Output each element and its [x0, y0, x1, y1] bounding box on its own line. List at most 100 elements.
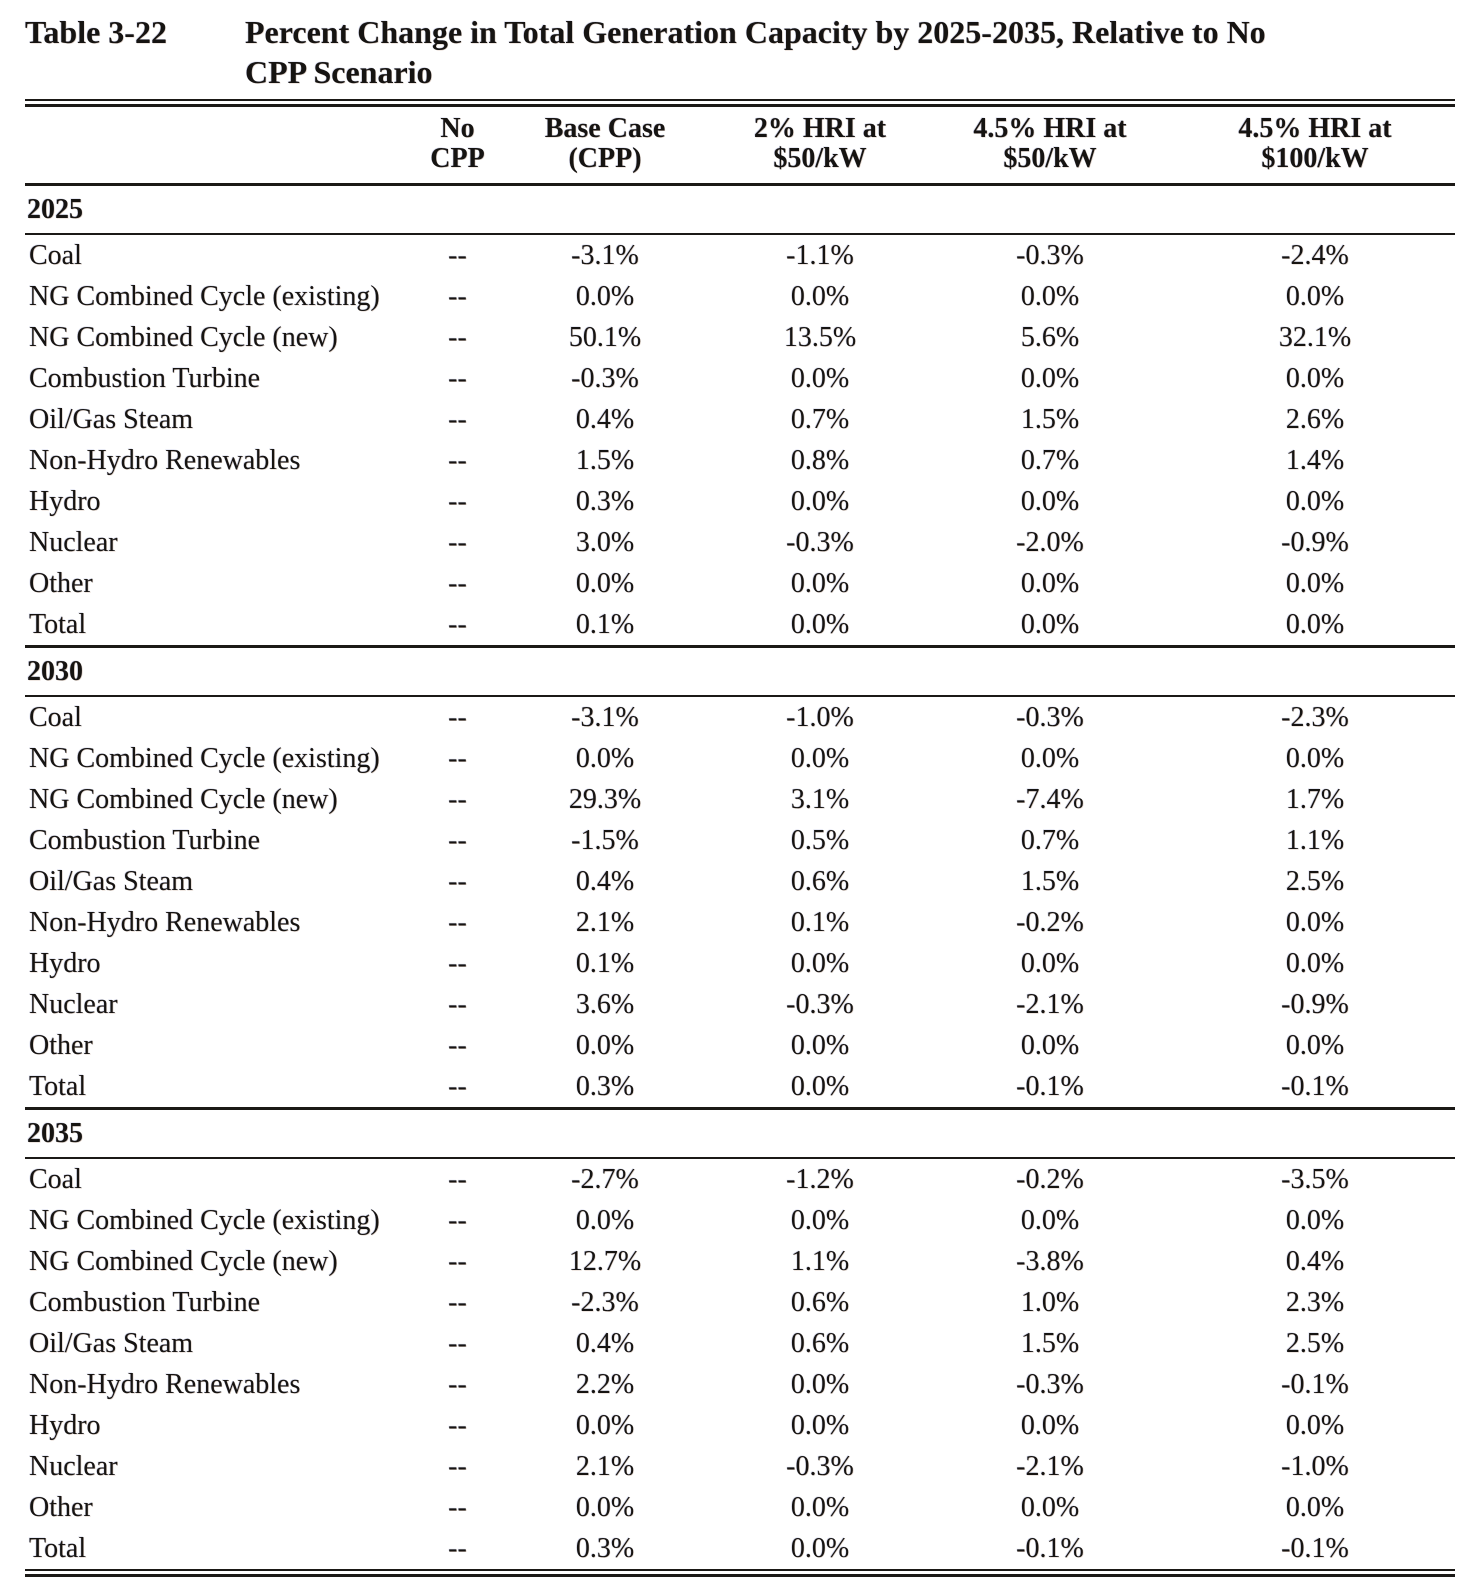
cell-value: 0.0% — [575, 1204, 635, 1236]
cell-value: 0.8% — [790, 444, 850, 476]
cell-value: -- — [448, 1409, 467, 1441]
cell-value: -1.0% — [786, 701, 854, 733]
row-label: Nuclear — [29, 526, 118, 558]
cell-value: 2.1% — [575, 1450, 635, 1482]
cell-value: -- — [448, 1327, 467, 1359]
cell-value: -2.1% — [1016, 1450, 1084, 1482]
cell-value: 0.0% — [1020, 608, 1080, 640]
cell-value: 0.0% — [790, 1204, 850, 1236]
cell-value: -0.1% — [1016, 1532, 1084, 1564]
row-label: NG Combined Cycle (new) — [29, 783, 338, 815]
cell-value: 0.0% — [790, 1070, 850, 1102]
cell-value: 1.1% — [790, 1245, 850, 1277]
header-row: No CPP Base Case (CPP) 2% HRI at $50/kW 4.5% H… — [25, 107, 1455, 186]
row-label: NG Combined Cycle (existing) — [29, 742, 380, 774]
cell-value: 0.0% — [790, 362, 850, 394]
cell-value: 0.0% — [1285, 567, 1345, 599]
cell-value: 0.0% — [790, 608, 850, 640]
cell-value: 0.4% — [1285, 1245, 1345, 1277]
table-row: Other -- 0.0% 0.0% 0.0% 0.0% — [25, 1025, 1455, 1066]
cell-value: 0.0% — [575, 1029, 635, 1061]
cell-value: 0.0% — [790, 947, 850, 979]
cell-value: 0.3% — [575, 485, 635, 517]
cell-value: 0.6% — [790, 1286, 850, 1318]
cell-value: -0.1% — [1281, 1070, 1349, 1102]
cell-value: -0.2% — [1016, 1163, 1084, 1195]
section-year-row: 2035 — [25, 1107, 1455, 1159]
table-row: NG Combined Cycle (new) -- 50.1% 13.5% 5.6% 3… — [25, 317, 1455, 358]
cell-value: -0.3% — [786, 1450, 854, 1482]
cell-value: -2.7% — [571, 1163, 639, 1195]
cell-value: -- — [448, 485, 467, 517]
cell-value: 0.0% — [790, 280, 850, 312]
cell-value: -- — [448, 824, 467, 856]
cell-value: -1.2% — [786, 1163, 854, 1195]
cell-value: -3.8% — [1016, 1245, 1084, 1277]
table-row: Total -- 0.1% 0.0% 0.0% 0.0% — [25, 604, 1455, 647]
column-header-5: 4.5% HRI at $100/kW — [1175, 107, 1455, 186]
cell-value: 0.7% — [1020, 824, 1080, 856]
cell-value: 3.1% — [790, 783, 850, 815]
cell-value: 3.0% — [575, 526, 635, 558]
cell-value: -- — [448, 321, 467, 353]
table-row: NG Combined Cycle (existing) -- 0.0% 0.0% 0.… — [25, 276, 1455, 317]
cell-value: 0.0% — [790, 1368, 850, 1400]
row-label: Hydro — [29, 485, 101, 517]
cell-value: -- — [448, 701, 467, 733]
cell-value: 0.7% — [1020, 444, 1080, 476]
row-label: Other — [29, 1029, 93, 1061]
cell-value: -2.3% — [1281, 701, 1349, 733]
cell-value: -0.2% — [1016, 906, 1084, 938]
cell-value: 0.0% — [575, 567, 635, 599]
cell-value: -- — [448, 1204, 467, 1236]
table-row: Combustion Turbine -- -0.3% 0.0% 0.0% 0.0% — [25, 358, 1455, 399]
generation-capacity-table: No CPP Base Case (CPP) 2% HRI at $50/kW 4.5% H… — [25, 107, 1455, 1569]
row-label: Total — [29, 1532, 87, 1564]
row-label: NG Combined Cycle (existing) — [29, 1204, 380, 1236]
cell-value: -- — [448, 783, 467, 815]
cell-value: 50.1% — [568, 321, 642, 353]
row-label: Nuclear — [29, 988, 118, 1020]
cell-value: 0.0% — [1020, 742, 1080, 774]
cell-value: 0.4% — [575, 865, 635, 897]
cell-value: 2.2% — [575, 1368, 635, 1400]
table-row: Hydro -- 0.1% 0.0% 0.0% 0.0% — [25, 943, 1455, 984]
cell-value: 0.0% — [575, 1491, 635, 1523]
cell-value: -- — [448, 444, 467, 476]
table-title-line2: CPP Scenario — [245, 54, 433, 90]
cell-value: 0.0% — [1020, 280, 1080, 312]
table-row: Other -- 0.0% 0.0% 0.0% 0.0% — [25, 563, 1455, 604]
cell-value: 0.0% — [1285, 608, 1345, 640]
cell-value: -1.5% — [571, 824, 639, 856]
cell-value: 2.5% — [1285, 1327, 1345, 1359]
column-header-line1: No — [440, 113, 475, 144]
cell-value: -- — [448, 1163, 467, 1195]
cell-value: 0.6% — [790, 1327, 850, 1359]
cell-value: -2.0% — [1016, 526, 1084, 558]
cell-value: -- — [448, 239, 467, 271]
table-row: Other -- 0.0% 0.0% 0.0% 0.0% — [25, 1487, 1455, 1528]
table-row: Coal -- -3.1% -1.1% -0.3% -2.4% — [25, 234, 1455, 276]
cell-value: 0.0% — [1285, 1029, 1345, 1061]
cell-value: -1.1% — [786, 239, 854, 271]
cell-value: 0.0% — [1285, 947, 1345, 979]
row-label: Non-Hydro Renewables — [29, 1368, 301, 1400]
row-label: NG Combined Cycle (existing) — [29, 280, 380, 312]
cell-value: 0.4% — [575, 403, 635, 435]
cell-value: 2.5% — [1285, 865, 1345, 897]
cell-value: -0.3% — [1016, 1368, 1084, 1400]
table-row: Oil/Gas Steam -- 0.4% 0.7% 1.5% 2.6% — [25, 399, 1455, 440]
table-row: Total -- 0.3% 0.0% -0.1% -0.1% — [25, 1528, 1455, 1569]
cell-value: 0.0% — [1285, 1491, 1345, 1523]
table-header: No CPP Base Case (CPP) 2% HRI at $50/kW 4.5% H… — [25, 107, 1455, 186]
row-label: Non-Hydro Renewables — [29, 906, 301, 938]
cell-value: -3.1% — [571, 701, 639, 733]
section-year-label: 2035 — [25, 1107, 1455, 1159]
row-label: Non-Hydro Renewables — [29, 444, 301, 476]
cell-value: 0.1% — [575, 947, 635, 979]
table-row: Combustion Turbine -- -1.5% 0.5% 0.7% 1.1% — [25, 820, 1455, 861]
cell-value: 0.0% — [1285, 742, 1345, 774]
cell-value: -- — [448, 403, 467, 435]
row-label: Oil/Gas Steam — [29, 403, 194, 435]
